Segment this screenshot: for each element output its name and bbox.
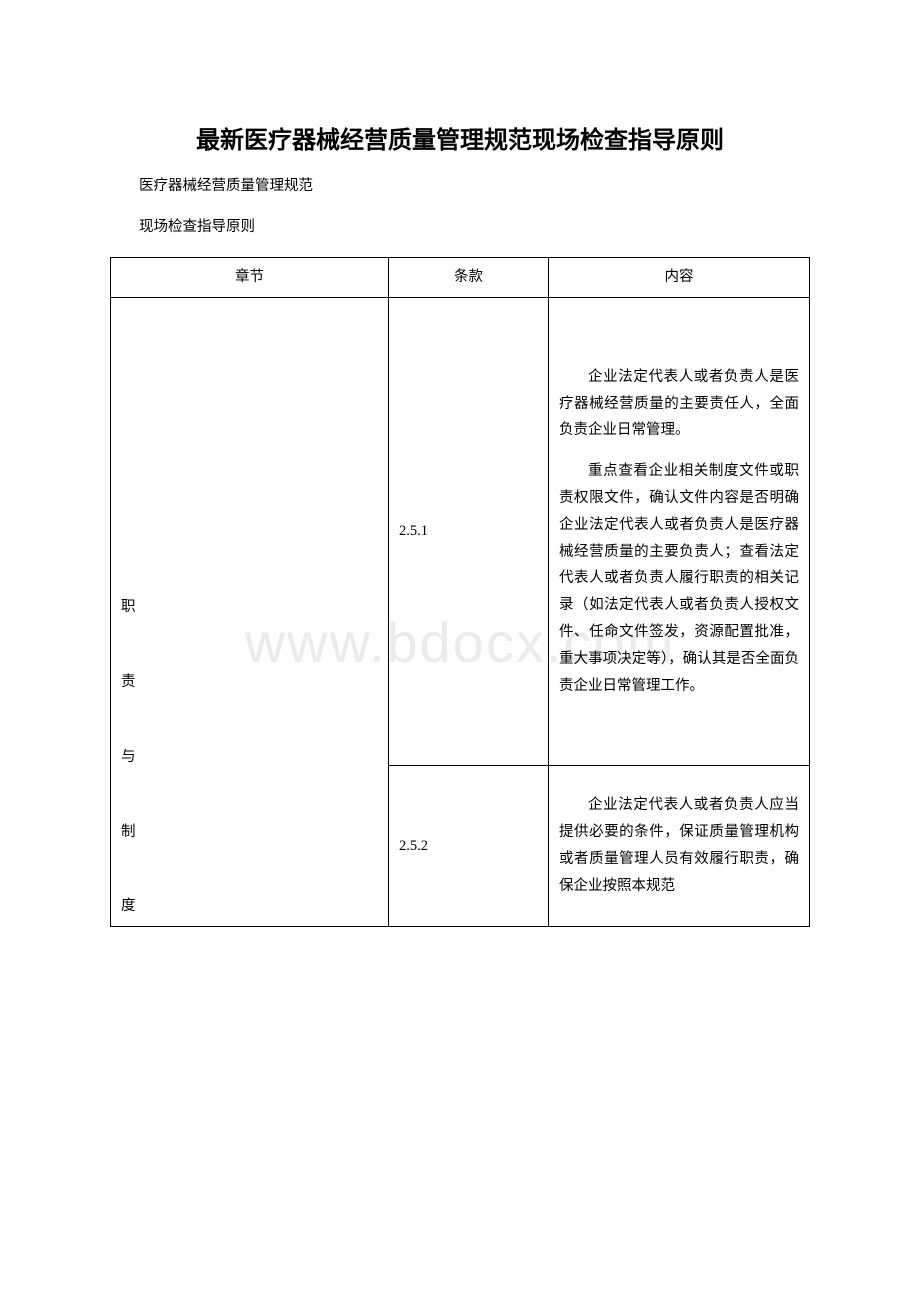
content-cell: 企业法定代表人或者负责人应当提供必要的条件，保证质量管理机构或者质量管理人员有效… (549, 765, 810, 926)
chapter-char: 度 (121, 893, 378, 920)
content-paragraph: 企业法定代表人或者负责人应当提供必要的条件，保证质量管理机构或者质量管理人员有效… (559, 792, 799, 899)
subtitle-line-2: 现场检查指导原则 (110, 216, 810, 239)
content-paragraph: 重点查看企业相关制度文件或职责权限文件，确认文件内容是否明确企业法定代表人或者负… (559, 458, 799, 699)
chapter-char: 与 (121, 744, 378, 771)
table-row: 职 责 与 制 度 2.5.1 企业法定代表人或者负责人是医疗器械经营质量的主要… (111, 298, 810, 766)
page-title: 最新医疗器械经营质量管理规范现场检查指导原则 (110, 120, 810, 155)
clause-cell: 2.5.1 (389, 298, 549, 766)
table-header-row: 章节 条款 内容 (111, 258, 810, 298)
content-paragraph: 企业法定代表人或者负责人是医疗器械经营质量的主要责任人，全面负责企业日常管理。 (559, 364, 799, 444)
main-table: 章节 条款 内容 职 责 与 制 度 2.5.1 企业法定代表人或者负责人是医疗… (110, 257, 810, 927)
chapter-char: 制 (121, 819, 378, 846)
clause-cell: 2.5.2 (389, 765, 549, 926)
chapter-cell: 职 责 与 制 度 (111, 298, 389, 927)
content-cell: 企业法定代表人或者负责人是医疗器械经营质量的主要责任人，全面负责企业日常管理。 … (549, 298, 810, 766)
chapter-char: 责 (121, 669, 378, 696)
header-chapter: 章节 (111, 258, 389, 298)
chapter-char: 职 (121, 594, 378, 621)
subtitle-line-1: 医疗器械经营质量管理规范 (110, 175, 810, 198)
header-clause: 条款 (389, 258, 549, 298)
header-content: 内容 (549, 258, 810, 298)
